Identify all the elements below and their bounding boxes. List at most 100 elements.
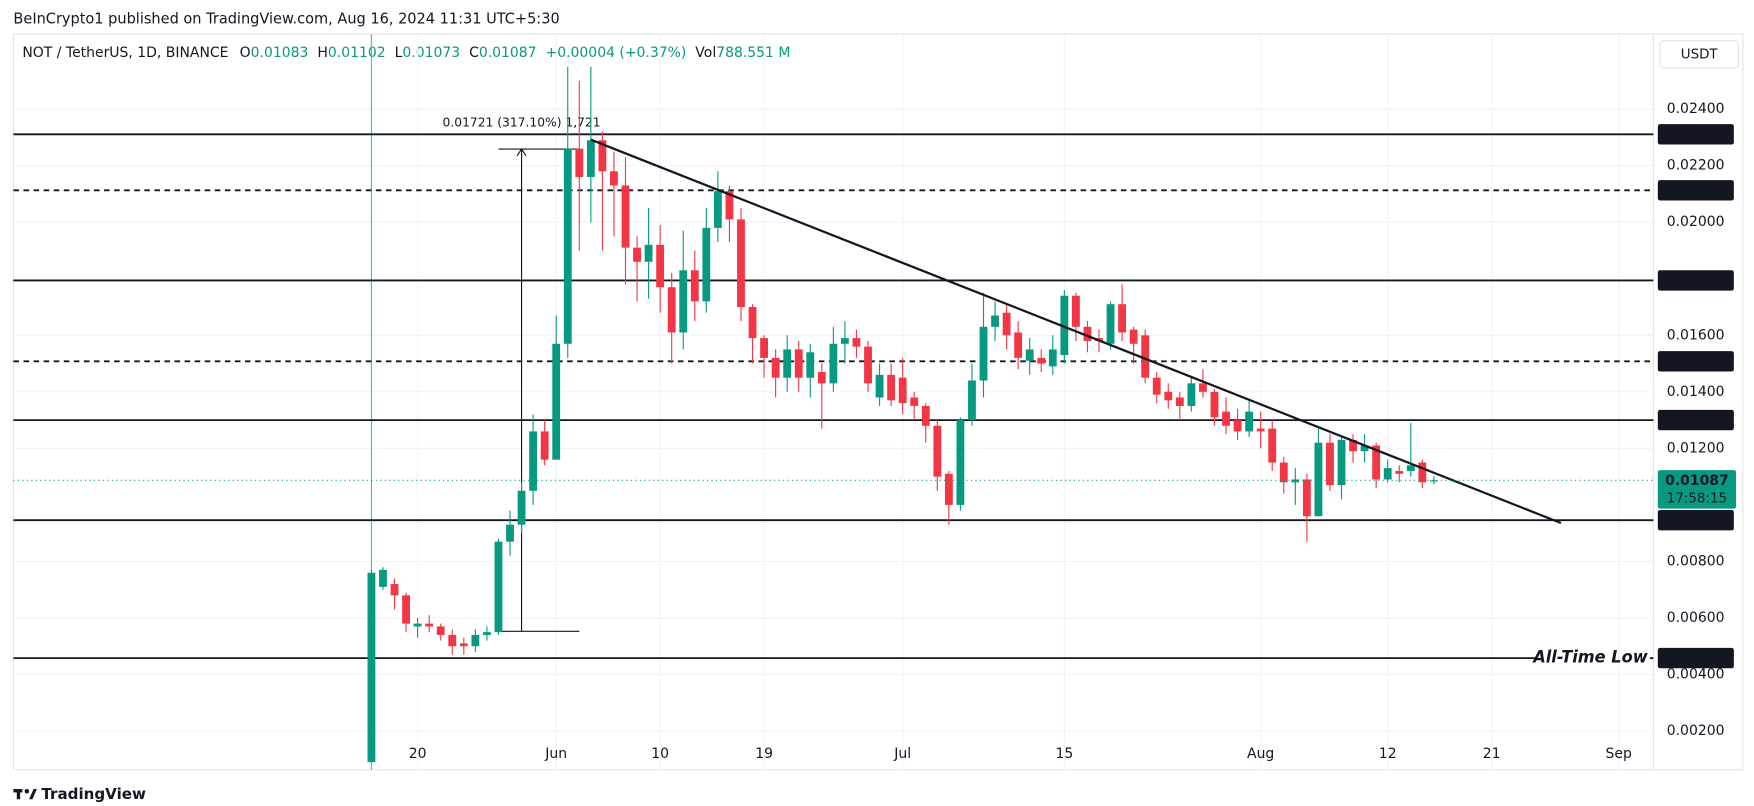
candle-body: [367, 572, 376, 763]
candle-body: [1395, 470, 1404, 474]
level-label: 0.01300: [1664, 413, 1728, 429]
open-key: O: [240, 45, 251, 61]
candle-body: [748, 307, 757, 339]
candle-body: [425, 623, 434, 627]
currency-box[interactable]: [1659, 40, 1739, 69]
currency[interactable]: USDT: [1681, 46, 1719, 62]
candle-body: [783, 349, 792, 378]
candle-body: [829, 343, 838, 384]
candle-body: [737, 219, 745, 308]
candle-body: [1129, 329, 1138, 344]
candle-body: [725, 191, 734, 220]
candle-body: [1141, 335, 1150, 378]
brand: TradingView: [41, 785, 146, 803]
x-tick-label: Jul: [893, 746, 911, 762]
candle-body: [1268, 428, 1277, 463]
candle-body: [656, 244, 665, 288]
y-tick-label: 0.02400: [1667, 101, 1725, 117]
candle-body: [1337, 439, 1346, 486]
y-tick-label: 0.00400: [1667, 666, 1725, 682]
symbol: NOT / TetherUS, 1D, BINANCE: [22, 45, 228, 61]
trendline: [590, 138, 1562, 525]
candle-body: [1418, 462, 1427, 483]
candle-body: [379, 569, 387, 587]
countdown: 17:58:15: [1667, 490, 1727, 506]
candle-body: [1199, 383, 1207, 392]
low-value: 0.01073: [402, 45, 460, 61]
candle-body: [1291, 479, 1300, 483]
candle-body: [1187, 383, 1196, 406]
candle-body: [852, 338, 861, 347]
candle-body: [1071, 295, 1080, 327]
candle-body: [598, 140, 607, 172]
candle-body: [690, 270, 699, 302]
level-note: All-Time Low: [1531, 648, 1648, 667]
candle-body: [702, 227, 711, 302]
volume-key: Vol: [695, 45, 716, 61]
candle-body: [679, 270, 688, 333]
x-tick-label: 20: [409, 746, 427, 762]
candle-body: [563, 148, 572, 344]
x-tick-label: 19: [755, 746, 773, 762]
level-label-box: [1657, 647, 1734, 669]
level-label: 0.00458: [1664, 651, 1728, 667]
candle-body: [1372, 445, 1381, 480]
candle-body: [794, 349, 803, 378]
level-label: 0.02113: [1664, 183, 1728, 199]
candle-body: [806, 352, 815, 378]
candle-body: [1314, 442, 1323, 517]
candle-body: [529, 431, 538, 491]
candle-body: [586, 140, 595, 177]
candle-body: [610, 171, 618, 186]
close-key: C: [469, 45, 479, 61]
y-tick-label: 0.00800: [1667, 553, 1725, 569]
candle-body: [898, 377, 907, 404]
legend: NOT / TetherUS, 1D, BINANCE O0.01083 H0.01…: [22, 45, 790, 61]
candle-body: [1349, 439, 1357, 452]
candle-body: [494, 541, 503, 633]
candle-body: [713, 191, 722, 228]
candle-body: [887, 374, 896, 401]
candle-body: [1175, 397, 1184, 406]
candle-body: [390, 584, 399, 596]
candle-body: [1383, 468, 1392, 480]
candle-body: [1256, 428, 1265, 432]
level-label-box: [1657, 509, 1734, 531]
candle-body: [1037, 357, 1046, 364]
candle-body: [1222, 411, 1230, 426]
x-tick-label: Sep: [1606, 746, 1632, 762]
high-key: H: [317, 45, 328, 61]
candle-body: [644, 244, 653, 262]
candle-body: [864, 346, 872, 384]
candle-body: [1152, 377, 1161, 395]
candle-body: [1406, 465, 1415, 471]
candle-body: [1118, 304, 1127, 333]
candle-body: [1164, 391, 1173, 401]
candle-body: [471, 634, 480, 647]
y-tick-label: 0.01400: [1667, 384, 1725, 400]
brand-logo: [13, 789, 37, 800]
candle-body: [517, 490, 526, 525]
candle-body: [1002, 312, 1011, 336]
candle-body: [1083, 326, 1092, 341]
x-tick-label: Jun: [544, 746, 567, 762]
candle-body: [448, 634, 457, 647]
candle-body: [760, 338, 768, 358]
level-label-box: [1657, 409, 1734, 431]
level-label-box: [1657, 180, 1734, 201]
candle-body: [771, 357, 780, 378]
frame: [12, 33, 1744, 771]
candle-body: [921, 405, 930, 426]
candle-body: [817, 372, 826, 384]
candle-body: [944, 473, 953, 505]
measure-label: 0.01721 (317.10%) 1,721: [443, 115, 601, 129]
candle-body: [402, 595, 410, 624]
header: BeInCrypto1 published on TradingView.com…: [13, 10, 559, 27]
level-label: 0.02311: [1664, 127, 1728, 143]
candle-body: [575, 148, 584, 177]
candle-body: [1060, 295, 1069, 356]
high-value: 0.01102: [328, 45, 386, 61]
level-label-box: [1657, 351, 1734, 372]
